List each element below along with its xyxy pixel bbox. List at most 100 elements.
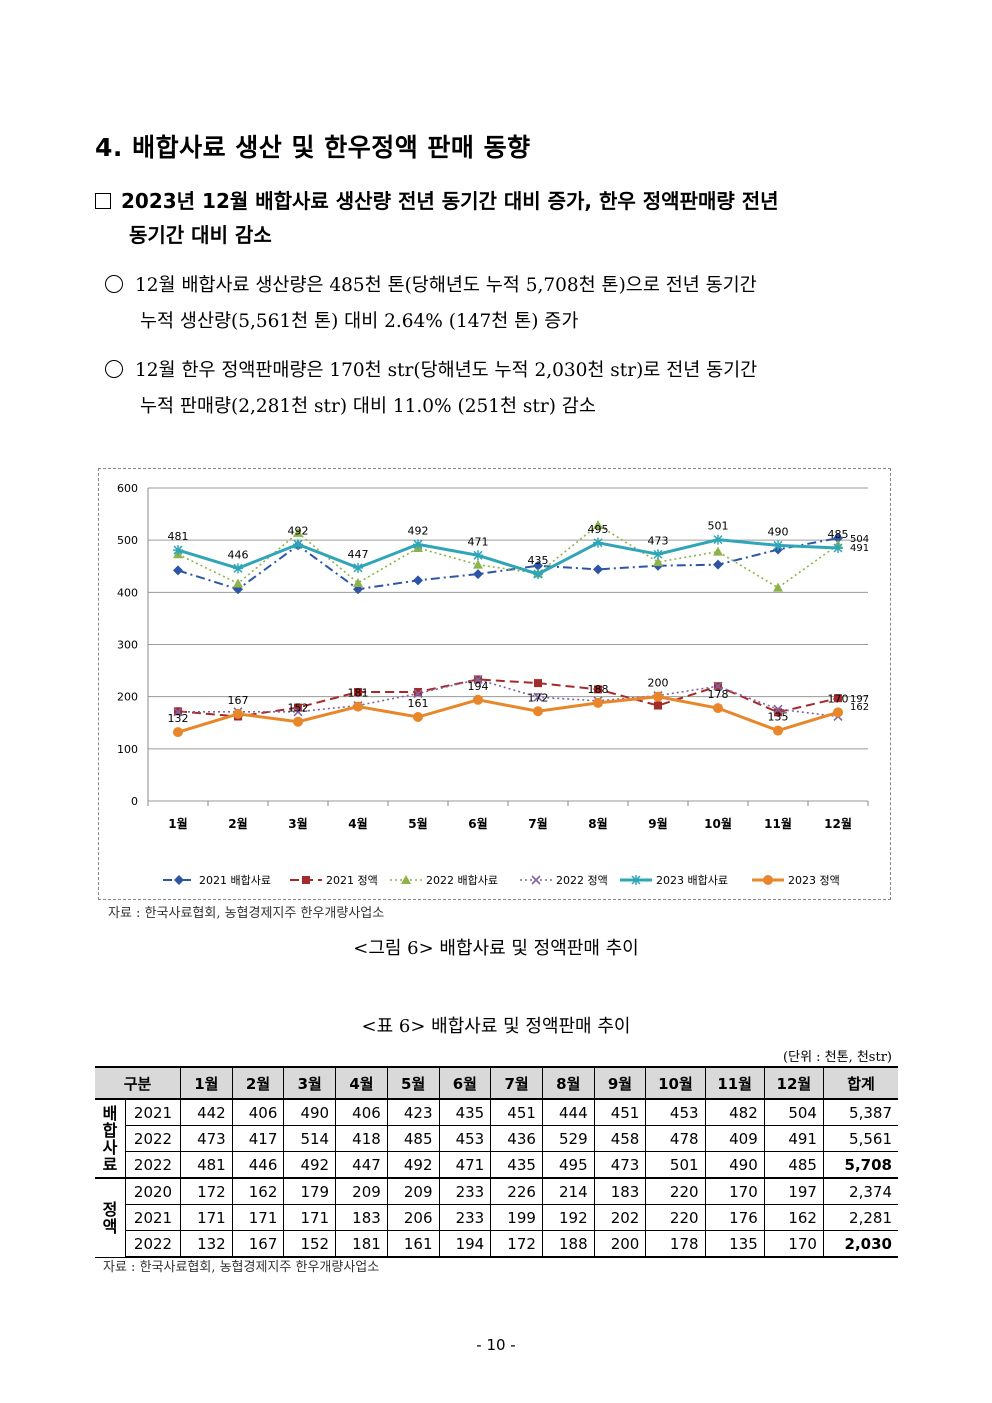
x-tick-label: 10월 xyxy=(704,816,732,831)
table-cell: 135 xyxy=(704,1230,765,1258)
data-point xyxy=(713,559,723,570)
data-label: 495 xyxy=(588,523,609,536)
table-year-cell: 2022 xyxy=(125,1230,181,1258)
table-cell: 2,030 xyxy=(822,1230,898,1258)
legend-marker xyxy=(174,875,184,885)
table-header-cell: 10월 xyxy=(645,1066,706,1100)
page-number: - 10 - xyxy=(476,1336,516,1354)
data-point xyxy=(653,549,663,560)
data-label: 435 xyxy=(528,554,549,567)
chart-frame xyxy=(98,468,891,900)
table-cell: 492 xyxy=(386,1151,440,1179)
circle-bullet-icon xyxy=(105,360,123,378)
data-label: 161 xyxy=(408,697,429,710)
bullet-line1: 12월 배합사료 생산량은 485천 톤(당해년도 누적 5,708천 톤)으로… xyxy=(135,275,757,296)
data-label: 490 xyxy=(768,525,789,538)
table-header-cell: 11월 xyxy=(704,1066,765,1100)
data-table: 구분 1월 2월 3월 4월 5월 6월 7월 8월 9월 10월 11월 12월 합계 배 합 사 료 2021… xyxy=(95,1066,898,1258)
table-cell: 504 xyxy=(763,1098,824,1126)
table-cell: 181 xyxy=(335,1230,388,1258)
y-tick-label: 500 xyxy=(117,534,138,547)
data-point xyxy=(653,557,663,567)
data-point xyxy=(473,569,483,580)
table-cell: 435 xyxy=(490,1151,543,1179)
table-cell: 495 xyxy=(541,1151,595,1179)
x-tick-label: 3월 xyxy=(288,816,307,831)
data-point xyxy=(353,701,363,712)
subheading-line2: 동기간 대비 감소 xyxy=(129,223,272,247)
table-cell: 233 xyxy=(438,1177,492,1205)
data-label: 135 xyxy=(768,711,789,724)
end-label: 162 xyxy=(850,702,869,713)
table-header-cell: 2월 xyxy=(231,1066,285,1100)
table-caption: <표 6> 배합사료 및 정액판매 추이 xyxy=(361,1016,631,1037)
table-cell: 199 xyxy=(490,1204,543,1231)
table-header-cell: 9월 xyxy=(593,1066,647,1100)
data-label: 188 xyxy=(588,683,609,696)
table-cell: 170 xyxy=(704,1177,765,1205)
table-cell: 176 xyxy=(704,1204,765,1231)
bullet-line1: 12월 한우 정액판매량은 170천 str(당해년도 누적 2,030천 st… xyxy=(135,360,758,381)
data-point xyxy=(233,584,243,595)
data-point xyxy=(834,694,842,703)
table-cell: 162 xyxy=(231,1177,285,1205)
data-label: 492 xyxy=(408,524,429,537)
table-header-cell: 구분 xyxy=(95,1066,181,1100)
table-header-cell: 12월 xyxy=(763,1066,824,1100)
table-cell: 5,387 xyxy=(822,1098,898,1126)
data-label: 167 xyxy=(228,694,249,707)
data-point xyxy=(773,582,783,592)
table-source: 자료 : 한국사료협회, 농협경제지주 한우개량사업소 xyxy=(103,1260,380,1275)
data-label: 492 xyxy=(288,524,309,537)
table-cell: 436 xyxy=(490,1125,543,1152)
square-bullet-icon xyxy=(95,193,111,209)
data-point xyxy=(594,685,602,694)
data-point xyxy=(713,681,723,691)
data-point xyxy=(293,539,303,550)
data-point xyxy=(294,703,302,712)
table-cell: 171 xyxy=(231,1204,285,1231)
data-label: 447 xyxy=(348,548,369,561)
section-subheading: 2023년 12월 배합사료 생산량 전년 동기간 대비 증가, 한우 정액판매… xyxy=(95,184,900,252)
circle-bullet-icon xyxy=(105,275,123,293)
data-point xyxy=(773,704,783,714)
legend-label: 2022 정액 xyxy=(556,874,608,887)
table-cell: 233 xyxy=(438,1204,492,1231)
bullet-line2: 누적 판매량(2,281천 str) 대비 11.0% (251천 str) 감… xyxy=(140,396,596,417)
data-label: 473 xyxy=(648,534,669,547)
data-label: 446 xyxy=(228,548,249,561)
table-cell: 453 xyxy=(645,1098,706,1126)
table-cell: 183 xyxy=(335,1204,388,1231)
end-label: 491 xyxy=(850,543,869,554)
data-point xyxy=(173,707,183,717)
data-label: 481 xyxy=(168,530,189,543)
table-cell: 172 xyxy=(180,1177,233,1205)
table-cell: 192 xyxy=(541,1204,595,1231)
series-line xyxy=(177,695,839,734)
data-point xyxy=(233,708,243,719)
table-cell: 501 xyxy=(645,1151,706,1179)
table-header-row: 구분 1월 2월 3월 4월 5월 6월 7월 8월 9월 10월 11월 12월 합계 xyxy=(95,1066,898,1100)
data-point xyxy=(533,560,543,571)
table-cell: 490 xyxy=(283,1098,337,1126)
data-label: 152 xyxy=(288,702,309,715)
table-cell: 170 xyxy=(763,1230,824,1258)
data-point xyxy=(293,707,303,717)
table-cell: 171 xyxy=(283,1204,337,1231)
data-point xyxy=(473,694,483,705)
y-tick-label: 100 xyxy=(117,743,138,756)
table-cell: 492 xyxy=(283,1151,337,1179)
data-point xyxy=(413,688,423,699)
table-cell: 485 xyxy=(763,1151,824,1179)
data-point xyxy=(654,701,662,710)
table-cell: 409 xyxy=(704,1125,765,1152)
table-header-cell: 4월 xyxy=(335,1066,388,1100)
table-header-cell: 1월 xyxy=(180,1066,233,1100)
series-line xyxy=(177,538,839,576)
legend-label: 2023 배합사료 xyxy=(656,874,728,887)
table-cell: 132 xyxy=(180,1230,233,1258)
data-point xyxy=(413,712,423,723)
table-header-cell: 5월 xyxy=(386,1066,440,1100)
data-point xyxy=(533,692,543,702)
data-point xyxy=(593,564,603,575)
